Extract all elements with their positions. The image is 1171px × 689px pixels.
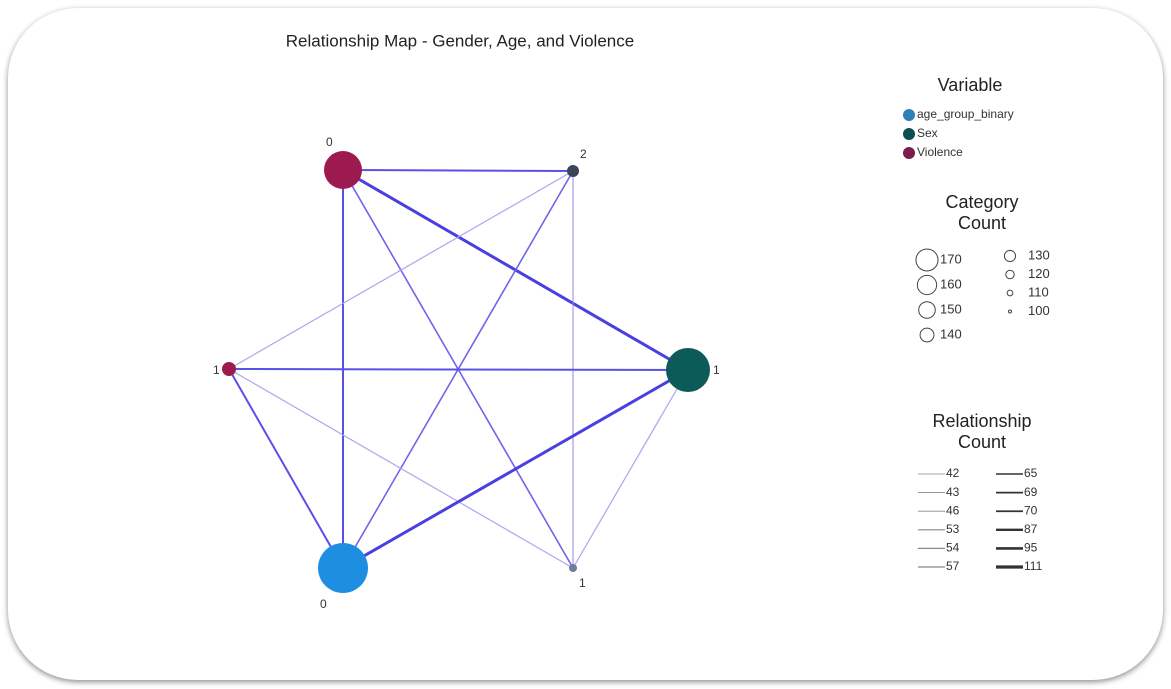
edge — [342, 169, 574, 172]
width-label: 69 — [1024, 485, 1038, 499]
size-swatch — [916, 274, 938, 296]
size-swatch — [1006, 289, 1014, 297]
width-label: 57 — [946, 559, 960, 573]
size-swatch — [1008, 309, 1012, 314]
edge — [342, 368, 689, 570]
width-label: 46 — [946, 503, 960, 517]
width-label: 95 — [1024, 541, 1038, 555]
size-label: 170 — [940, 251, 962, 266]
title: Relationship Map - Gender, Age, and Viol… — [286, 31, 634, 50]
width-label: 87 — [1024, 522, 1038, 536]
card — [8, 8, 1163, 680]
edge — [228, 368, 689, 371]
node — [569, 564, 577, 572]
node-label: 0 — [320, 597, 327, 611]
width-label: 42 — [946, 466, 960, 480]
size-label: 100 — [1028, 303, 1050, 318]
width-label: 111 — [1024, 559, 1043, 573]
node — [666, 348, 710, 392]
legend-label: age_group_binary — [917, 107, 1014, 121]
edge — [228, 368, 344, 569]
legend-swatch — [903, 109, 915, 121]
edge — [572, 369, 689, 569]
size-swatch — [915, 248, 939, 272]
width-label: 70 — [1024, 503, 1038, 517]
legend-title: Category Count — [945, 192, 1018, 233]
width-label: 53 — [946, 522, 960, 536]
node-label: 1 — [713, 363, 720, 377]
size-label: 140 — [940, 326, 962, 341]
node — [324, 151, 362, 189]
legend-swatch — [903, 128, 915, 140]
size-label: 110 — [1028, 284, 1049, 299]
node-label: 1 — [213, 363, 220, 377]
size-label: 130 — [1028, 247, 1050, 262]
edges — [228, 168, 689, 570]
node-label: 1 — [579, 576, 586, 590]
nodes: 0 2 1 1 0 1 — [213, 135, 720, 611]
size-label: 150 — [940, 301, 962, 316]
legend-title: Relationship Count — [932, 411, 1031, 452]
size-label: 120 — [1028, 266, 1050, 281]
legend-label: Violence — [917, 145, 963, 159]
node-label: 0 — [326, 135, 333, 149]
edge — [228, 170, 574, 370]
size-swatch — [918, 301, 936, 319]
node — [567, 165, 579, 177]
width-label: 65 — [1024, 466, 1038, 480]
legend-title: Variable — [938, 75, 1003, 95]
size-swatch — [1003, 249, 1017, 263]
legend-label: Sex — [917, 126, 938, 140]
size-label: 160 — [940, 276, 962, 291]
width-label: 54 — [946, 541, 960, 555]
legend: age_group_binary Sex Violence Category Count… — [903, 107, 1050, 573]
node-label: 2 — [580, 147, 587, 161]
legend-swatch — [903, 147, 915, 159]
size-swatch — [1005, 269, 1015, 280]
node — [222, 362, 236, 376]
size-swatch — [919, 327, 935, 343]
edge — [228, 368, 574, 569]
node — [318, 543, 368, 593]
width-label: 43 — [946, 485, 960, 499]
